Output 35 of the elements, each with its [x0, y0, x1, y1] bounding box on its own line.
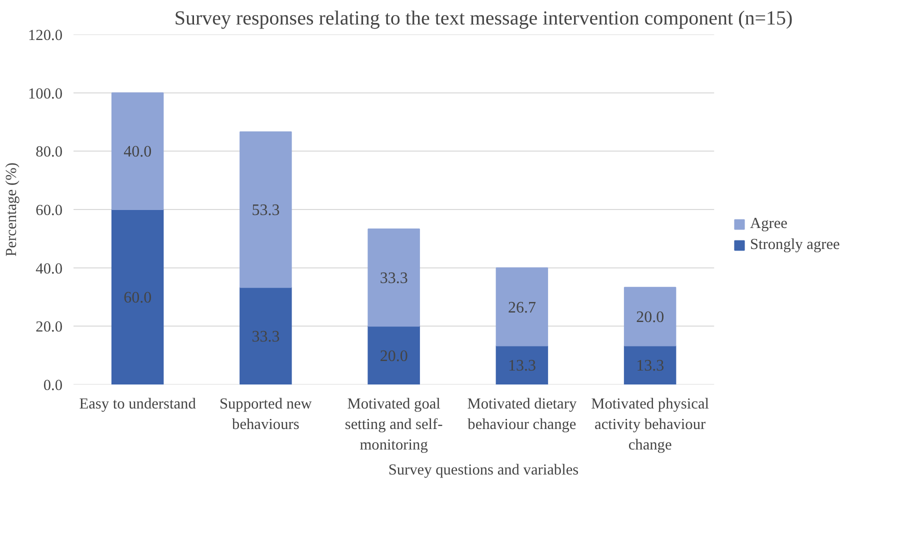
bar [496, 267, 548, 346]
data-label: 33.3 [380, 270, 408, 288]
legend-label: Agree [750, 215, 788, 233]
x-tick-label: Motivated dietary behaviour change [467, 396, 577, 433]
data-label: 40.0 [124, 144, 152, 161]
legend-label: Strongly agree [750, 236, 840, 254]
y-tick-label: 20.0 [36, 318, 63, 336]
data-label: 13.3 [508, 358, 536, 375]
x-tick-label: Supported new behaviours [219, 396, 312, 433]
y-tick-label: 40.0 [36, 260, 63, 278]
data-label: 13.3 [636, 358, 664, 375]
bar [368, 228, 420, 327]
bar [240, 131, 292, 288]
y-axis-title: Percentage (%) [3, 162, 20, 257]
bar [111, 209, 164, 384]
data-label: 53.3 [252, 202, 280, 220]
bar [624, 286, 676, 346]
bar [368, 326, 420, 384]
x-tick-label: Easy to understand [79, 396, 196, 412]
y-tick-label: 80.0 [36, 144, 63, 161]
bar [240, 286, 292, 384]
chart-title: Survey responses relating to the text message intervention component (n=15) [174, 8, 793, 30]
y-tick-label: 60.0 [36, 202, 63, 219]
data-label: 33.3 [252, 328, 280, 346]
data-label: 20.0 [636, 309, 664, 326]
x-tick-label: Motivated physical activity behaviour change [591, 396, 710, 454]
y-tick-label: 0.0 [43, 377, 63, 394]
x-tick-label: Motivated goal setting and self-monitoring [344, 396, 443, 454]
data-label: 60.0 [124, 290, 152, 306]
data-label: 26.7 [508, 299, 536, 316]
y-tick-label: 120.0 [28, 27, 63, 44]
y-tick-label: 100.0 [28, 85, 63, 102]
bar [111, 92, 164, 210]
data-label: 20.0 [380, 348, 408, 365]
x-axis-title: Survey questions and variables [388, 461, 579, 478]
